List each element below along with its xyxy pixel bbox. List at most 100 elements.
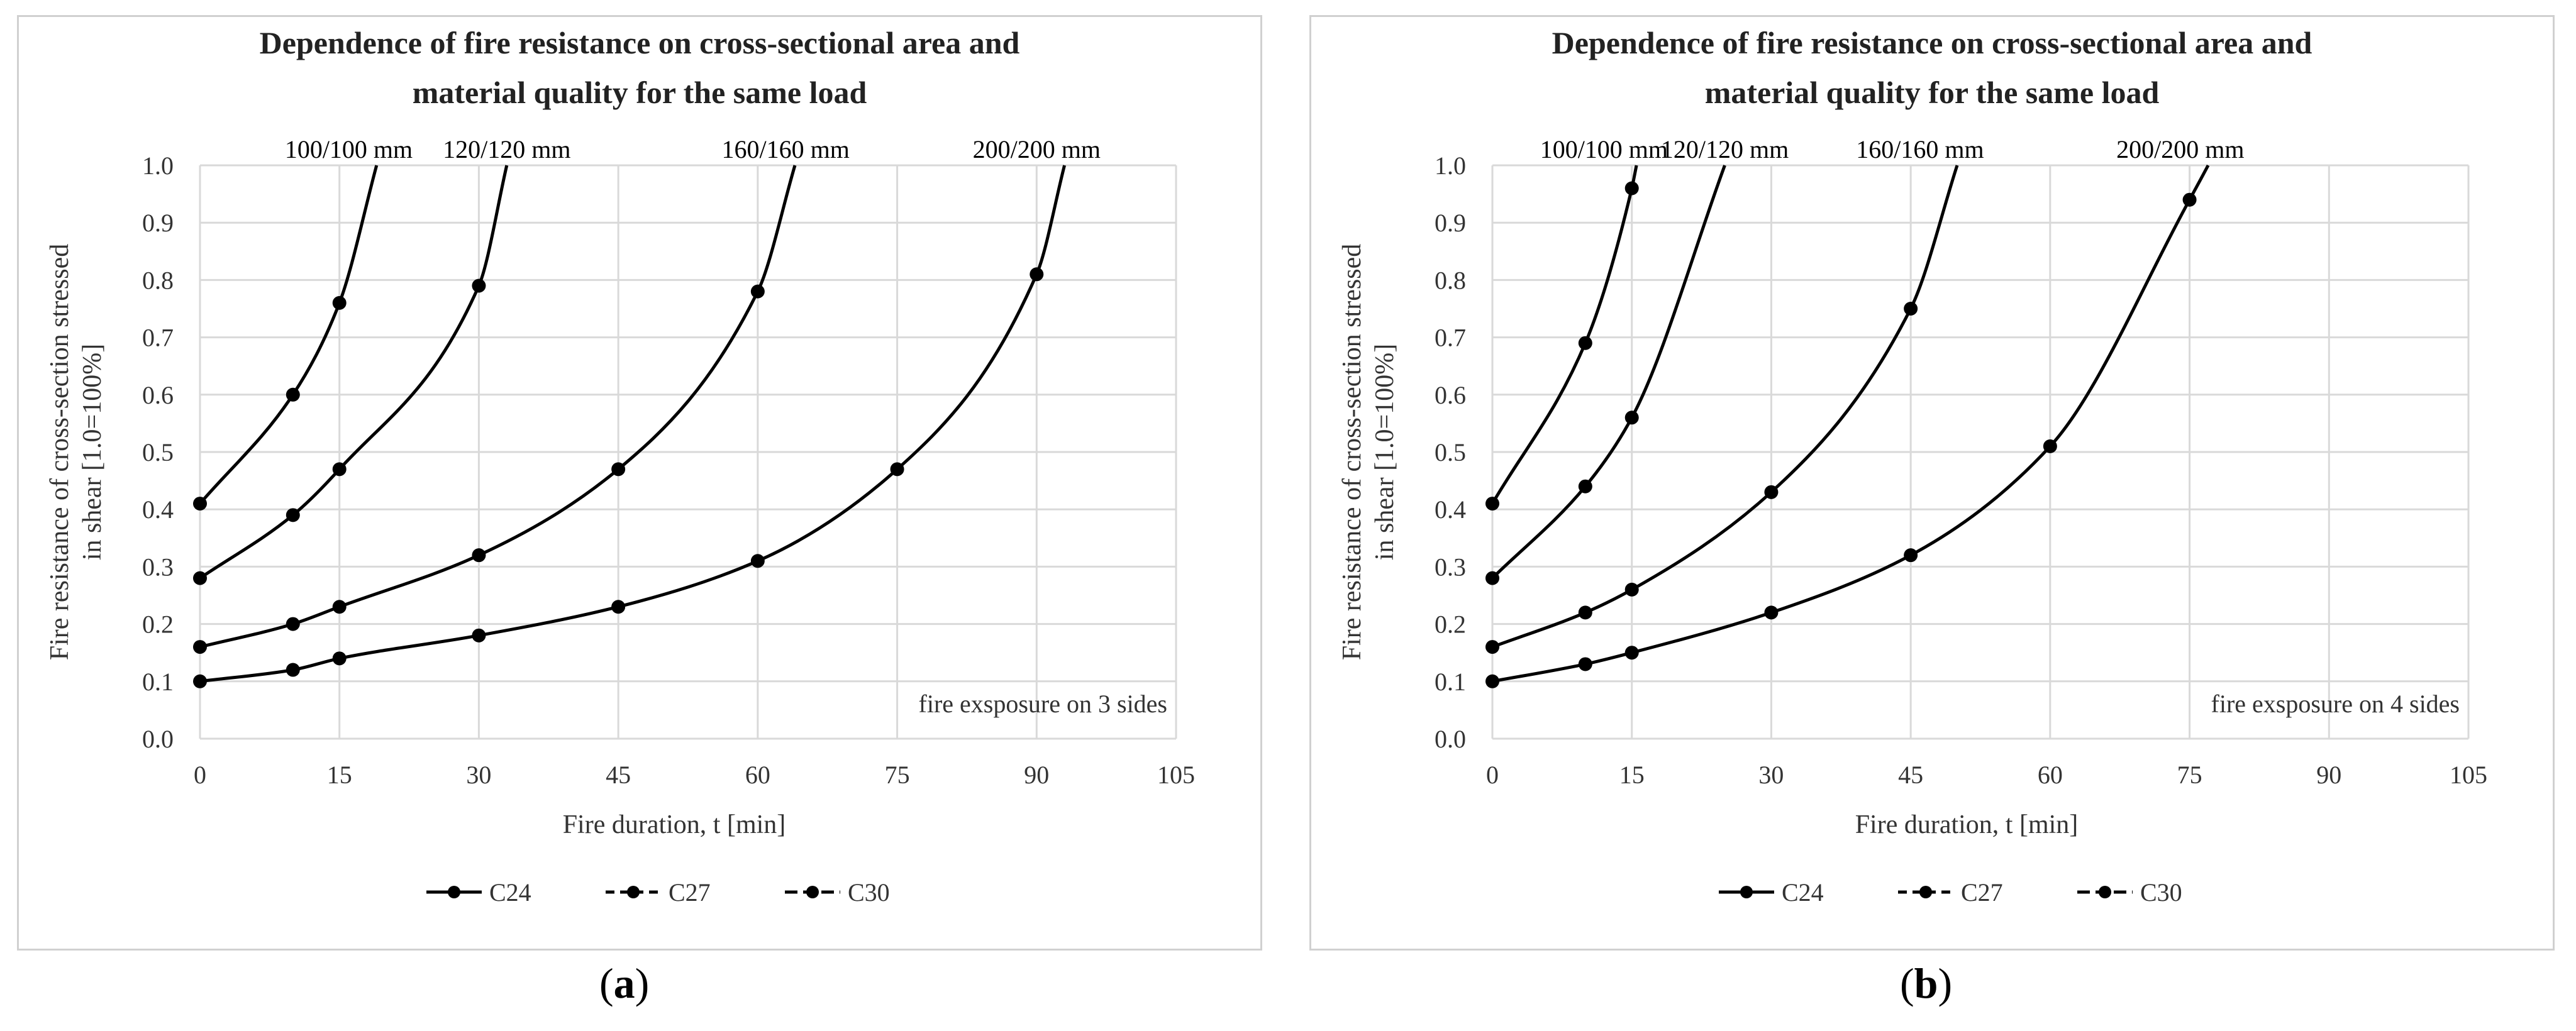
x-tick-label: 105 [2450, 761, 2487, 789]
data-point [1485, 640, 1499, 654]
data-point [286, 387, 300, 402]
y-tick-label: 0.5 [142, 438, 174, 466]
y-tick-label: 0.6 [142, 381, 174, 409]
x-tick-label: 75 [885, 761, 910, 789]
legend-marker-c24 [1740, 886, 1753, 898]
data-point [1578, 336, 1592, 350]
series-label: 120/120 mm [1661, 135, 1789, 163]
y-axis-label-line: in shear [1.0=100%] [78, 344, 107, 560]
y-tick-label: 0.8 [142, 266, 174, 294]
series-line [199, 165, 509, 580]
series-line [199, 165, 1067, 683]
data-point [286, 508, 300, 522]
series-line [1491, 165, 1726, 580]
data-point [193, 571, 207, 585]
y-tick-label: 0.0 [1435, 725, 1466, 753]
series-line [199, 165, 797, 649]
legend-marker-c30 [2099, 886, 2111, 898]
x-tick-label: 45 [1898, 761, 1923, 789]
legend-label-c30: C30 [2140, 878, 2182, 907]
data-point [1030, 267, 1044, 282]
series-label: 120/120 mm [443, 135, 570, 163]
data-point [1904, 548, 1918, 563]
data-point [472, 278, 486, 293]
data-point [611, 462, 626, 477]
data-point [1578, 479, 1592, 493]
x-tick-label: 75 [2177, 761, 2202, 789]
legend-marker-c30 [806, 886, 819, 898]
chart-svg-a: Dependence of fire resistance on cross-s… [45, 25, 1195, 907]
legend-label-c24: C24 [489, 878, 531, 907]
legend-marker-c27 [1919, 886, 1932, 898]
y-tick-label: 0.4 [1435, 495, 1466, 524]
legend-marker-c24 [448, 886, 460, 898]
y-tick-label: 0.9 [142, 209, 174, 237]
annotation-text: fire exsposure on 4 sides [2211, 690, 2460, 718]
y-axis-label-line: Fire resistance of cross-section stresse… [45, 244, 74, 660]
data-point [332, 600, 347, 614]
data-point [1485, 674, 1499, 688]
data-point [332, 295, 347, 310]
x-axis-label: Fire duration, t [min] [1855, 810, 2079, 839]
data-point [1624, 646, 1639, 660]
data-point [1578, 657, 1592, 671]
y-axis-label-line: in shear [1.0=100%] [1370, 344, 1399, 560]
series-label: 100/100 mm [1540, 135, 1668, 163]
chart-title-line: Dependence of fire resistance on cross-s… [1552, 25, 2312, 60]
data-point [1485, 497, 1499, 511]
data-point [286, 663, 300, 677]
y-tick-label: 0.7 [1435, 324, 1466, 352]
caption-b-close: ) [1938, 959, 1953, 1007]
x-tick-label: 60 [745, 761, 770, 789]
y-tick-label: 0.7 [142, 324, 174, 352]
legend-label-c27: C27 [1961, 878, 2003, 907]
data-point [611, 600, 626, 614]
data-point [750, 284, 765, 299]
x-tick-label: 0 [194, 761, 206, 789]
caption-b-open: ( [1900, 959, 1914, 1007]
y-tick-label: 0.2 [142, 610, 174, 639]
data-point [1485, 571, 1499, 585]
legend-marker-c27 [627, 886, 640, 898]
y-tick-label: 0.1 [142, 668, 174, 696]
chart-svg-b: Dependence of fire resistance on cross-s… [1338, 25, 2487, 907]
chart-panel-b: Dependence of fire resistance on cross-s… [1309, 15, 2555, 951]
y-tick-label: 0.8 [1435, 266, 1466, 294]
y-tick-label: 0.3 [142, 553, 174, 581]
series-label: 200/200 mm [2116, 135, 2244, 163]
x-tick-label: 15 [1619, 761, 1645, 789]
series-label: 160/160 mm [1856, 135, 1984, 163]
caption-a-letter: a [613, 959, 635, 1007]
y-tick-label: 1.0 [142, 152, 174, 180]
y-tick-label: 0.2 [1435, 610, 1466, 639]
data-point [1764, 605, 1779, 620]
series-label: 100/100 mm [285, 135, 413, 163]
y-tick-label: 0.9 [1435, 209, 1466, 237]
data-point [286, 617, 300, 631]
data-point [2043, 439, 2057, 453]
x-tick-label: 45 [606, 761, 631, 789]
series-label: 160/160 mm [722, 135, 850, 163]
annotation-text: fire exsposure on 3 sides [919, 690, 1167, 718]
caption-a-close: ) [635, 959, 650, 1007]
y-tick-label: 0.3 [1435, 553, 1466, 581]
x-tick-label: 30 [466, 761, 491, 789]
data-point [472, 628, 486, 642]
chart-title-line: Dependence of fire resistance on cross-s… [260, 25, 1020, 60]
data-point [332, 462, 347, 477]
y-tick-label: 0.1 [1435, 668, 1466, 696]
chart-title-line: material quality for the same load [1705, 75, 2160, 110]
data-point [750, 554, 765, 568]
y-tick-label: 0.5 [1435, 438, 1466, 466]
data-point [193, 497, 207, 511]
chart-title-line: material quality for the same load [413, 75, 867, 110]
caption-b: (b) [1900, 959, 1952, 1008]
data-point [193, 640, 207, 654]
data-point [1624, 181, 1639, 196]
y-tick-label: 0.6 [1435, 381, 1466, 409]
x-tick-label: 90 [2316, 761, 2341, 789]
legend-label-c27: C27 [669, 878, 711, 907]
series-line [1492, 164, 2210, 683]
chart-panel-a: Dependence of fire resistance on cross-s… [17, 15, 1262, 951]
y-tick-label: 1.0 [1435, 152, 1466, 180]
